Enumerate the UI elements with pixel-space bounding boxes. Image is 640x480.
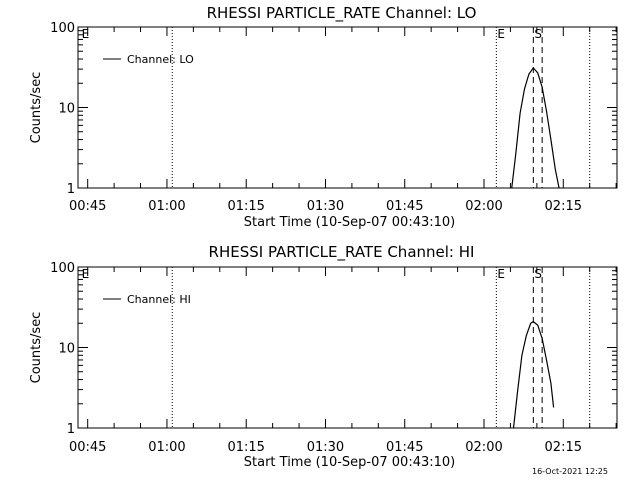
- x-tick-label: 01:15: [227, 199, 264, 214]
- y-tick-label: 10: [58, 102, 75, 117]
- x-tick-label: 02:00: [465, 199, 502, 214]
- x-tick-label: 01:45: [386, 199, 423, 214]
- x-tick-label: 02:15: [545, 440, 582, 455]
- legend-label: Channel: HI: [127, 293, 191, 306]
- chart-title: RHESSI PARTICLE_RATE Channel: LO: [207, 4, 477, 23]
- x-axis-label: Start Time (10-Sep-07 00:43:10): [244, 215, 455, 230]
- x-tick-label: 02:00: [465, 440, 502, 455]
- y-tick-label: 100: [50, 261, 75, 276]
- y-tick-label: 100: [50, 21, 75, 36]
- y-axis-label: Counts/sec: [29, 312, 44, 384]
- marker-label-e: E: [82, 27, 90, 41]
- x-tick-label: 01:45: [386, 440, 423, 455]
- marker-label-s: S: [534, 27, 542, 41]
- legend-label: Channel: LO: [127, 53, 194, 66]
- x-tick-label: 00:45: [69, 440, 106, 455]
- y-tick-label: 10: [58, 342, 75, 357]
- marker-label-s: S: [534, 267, 542, 281]
- x-tick-label: 02:15: [545, 199, 582, 214]
- y-tick-label: 1: [67, 182, 75, 197]
- x-tick-label: 01:00: [148, 199, 185, 214]
- footer-timestamp: 16-Oct-2021 12:25: [532, 467, 608, 476]
- x-tick-label: 01:15: [227, 440, 264, 455]
- chart-panel-hi: RHESSI PARTICLE_RATE Channel: HI 00:45 01:…: [29, 243, 618, 470]
- series-line-channel-lo: [511, 66, 560, 188]
- x-tick-label: 01:30: [307, 440, 344, 455]
- x-tick-label: 01:30: [307, 199, 344, 214]
- plot-frame: [77, 266, 618, 429]
- x-tick-label: 00:45: [69, 199, 106, 214]
- series-line-channel-hi: [512, 320, 555, 428]
- plot-frame: [77, 26, 618, 189]
- marker-label-e: E: [497, 27, 505, 41]
- chart-title: RHESSI PARTICLE_RATE Channel: HI: [209, 243, 475, 262]
- y-tick-label: 1: [67, 422, 75, 437]
- marker-label-e: E: [82, 267, 90, 281]
- x-axis-label: Start Time (10-Sep-07 00:43:10): [244, 455, 455, 470]
- x-tick-label: 01:00: [148, 440, 185, 455]
- chart-panel-lo: RHESSI PARTICLE_RATE Channel: LO 00:45 01:…: [29, 4, 618, 230]
- y-axis-label: Counts/sec: [29, 72, 44, 144]
- marker-label-e: E: [497, 267, 505, 281]
